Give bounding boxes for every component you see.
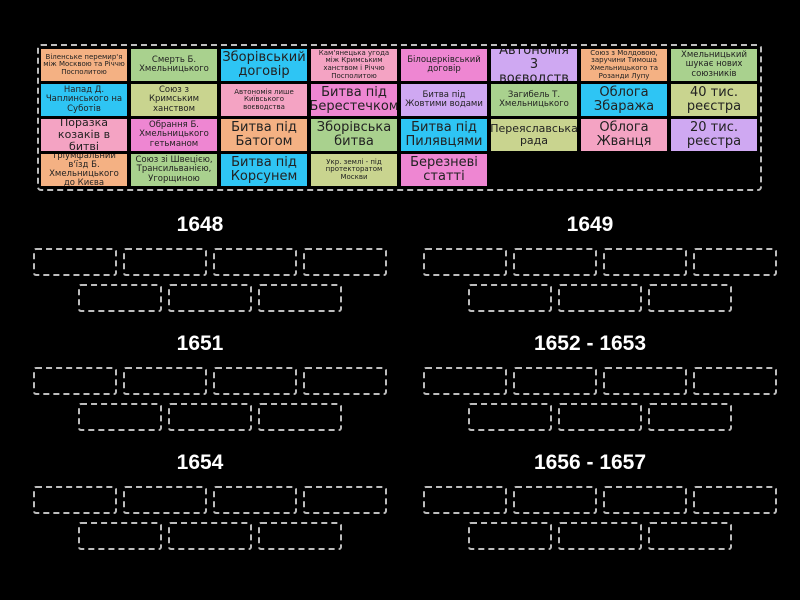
card-c15[interactable]: Облога Збаража	[581, 84, 667, 116]
drop-slot-g1654-4[interactable]	[303, 486, 387, 514]
drop-slot-g1654-1[interactable]	[33, 486, 117, 514]
drop-slot-g1649-4[interactable]	[693, 248, 777, 276]
drop-slot-g1649-6[interactable]	[558, 284, 642, 312]
drop-slot-g1648-3[interactable]	[213, 248, 297, 276]
group-title-g1648: 1648	[176, 213, 224, 236]
card-c20[interactable]: Зборівська битва	[311, 119, 397, 151]
drop-slot-g1656-4[interactable]	[693, 486, 777, 514]
drop-slot-g1654-2[interactable]	[123, 486, 207, 514]
card-c7[interactable]: Союз з Молдовою, заручини Тимоша Хмельни…	[581, 49, 667, 81]
drop-slot-g1654-3[interactable]	[213, 486, 297, 514]
card-bank: Віленське перемир'я між Москвою та Річчю…	[37, 44, 762, 191]
drop-slot-g1652-2[interactable]	[513, 367, 597, 395]
card-c26[interactable]: Союз зі Швецією, Трансильванією, Угорщин…	[131, 154, 217, 186]
card-c13[interactable]: Битва під Жовтими водами	[401, 84, 487, 116]
card-c19[interactable]: Битва під Батогом	[221, 119, 307, 151]
drop-slot-g1649-3[interactable]	[603, 248, 687, 276]
drop-slot-g1654-5[interactable]	[78, 522, 162, 550]
card-c10[interactable]: Союз з Кримським ханством	[131, 84, 217, 116]
drop-slot-g1648-2[interactable]	[123, 248, 207, 276]
drop-slot-g1651-4[interactable]	[303, 367, 387, 395]
card-c21[interactable]: Битва під Пилявцями	[401, 119, 487, 151]
card-c4[interactable]: Кам'янецька угода між Кримським ханством…	[311, 49, 397, 81]
drop-slot-g1651-5[interactable]	[78, 403, 162, 431]
drop-slot-g1648-1[interactable]	[33, 248, 117, 276]
drop-slot-g1656-2[interactable]	[513, 486, 597, 514]
group-title-g1652: 1652 - 1653	[533, 332, 647, 355]
group-title-g1649: 1649	[566, 213, 614, 236]
drop-slot-g1654-6[interactable]	[168, 522, 252, 550]
card-c27[interactable]: Битва під Корсунем	[221, 154, 307, 186]
drop-slot-g1651-3[interactable]	[213, 367, 297, 395]
card-c6[interactable]: Автономія 3 воєводств	[491, 49, 577, 81]
card-c2[interactable]: Смерть Б. Хмельницького	[131, 49, 217, 81]
drop-slot-g1652-6[interactable]	[558, 403, 642, 431]
drop-slot-g1651-6[interactable]	[168, 403, 252, 431]
drop-slot-g1656-6[interactable]	[558, 522, 642, 550]
card-c16[interactable]: 40 тис. реєстра	[671, 84, 757, 116]
card-c3[interactable]: Зборівський договір	[221, 49, 307, 81]
drop-slot-g1652-7[interactable]	[648, 403, 732, 431]
drop-slot-g1649-2[interactable]	[513, 248, 597, 276]
card-c18[interactable]: Обрання Б. Хмельницького гетьманом	[131, 119, 217, 151]
drop-slot-g1656-3[interactable]	[603, 486, 687, 514]
drop-slot-g1651-1[interactable]	[33, 367, 117, 395]
drop-slot-g1651-2[interactable]	[123, 367, 207, 395]
group-title-g1651: 1651	[176, 332, 224, 355]
drop-slot-g1648-7[interactable]	[258, 284, 342, 312]
card-c1[interactable]: Віленське перемир'я між Москвою та Річчю…	[41, 49, 127, 81]
drop-slot-g1654-7[interactable]	[258, 522, 342, 550]
card-c25[interactable]: Тріумфальний в'їзд Б. Хмельницького до К…	[41, 154, 127, 186]
card-c28[interactable]: Укр. землі - під протекторатом Москви	[311, 154, 397, 186]
drop-slot-g1652-4[interactable]	[693, 367, 777, 395]
card-c9[interactable]: Напад Д. Чаплинського на Суботів	[41, 84, 127, 116]
group-title-g1656: 1656 - 1657	[533, 451, 647, 474]
card-c5[interactable]: Білоцерківський договір	[401, 49, 487, 81]
card-c23[interactable]: Облога Жванця	[581, 119, 667, 151]
drop-slot-g1649-5[interactable]	[468, 284, 552, 312]
card-c11[interactable]: Автономія лише Київського воєводства	[221, 84, 307, 116]
drop-slot-g1656-7[interactable]	[648, 522, 732, 550]
drop-slot-g1656-5[interactable]	[468, 522, 552, 550]
drop-slot-g1648-6[interactable]	[168, 284, 252, 312]
card-c17[interactable]: Поразка козаків в битві	[41, 119, 127, 151]
drop-slot-g1652-5[interactable]	[468, 403, 552, 431]
drop-slot-g1649-7[interactable]	[648, 284, 732, 312]
card-c24[interactable]: 20 тис. реєстра	[671, 119, 757, 151]
card-c22[interactable]: Переяславська рада	[491, 119, 577, 151]
card-c29[interactable]: Березневі статті	[401, 154, 487, 186]
card-c8[interactable]: Хмельницький шукає нових союзників	[671, 49, 757, 81]
drop-slot-g1656-1[interactable]	[423, 486, 507, 514]
drop-slot-g1652-3[interactable]	[603, 367, 687, 395]
drop-slot-g1648-4[interactable]	[303, 248, 387, 276]
group-title-g1654: 1654	[176, 451, 224, 474]
card-c14[interactable]: Загибель Т. Хмельницького	[491, 84, 577, 116]
drop-slot-g1651-7[interactable]	[258, 403, 342, 431]
drop-slot-g1649-1[interactable]	[423, 248, 507, 276]
card-c12[interactable]: Битва під Берестечком	[311, 84, 397, 116]
drop-slot-g1652-1[interactable]	[423, 367, 507, 395]
drop-slot-g1648-5[interactable]	[78, 284, 162, 312]
